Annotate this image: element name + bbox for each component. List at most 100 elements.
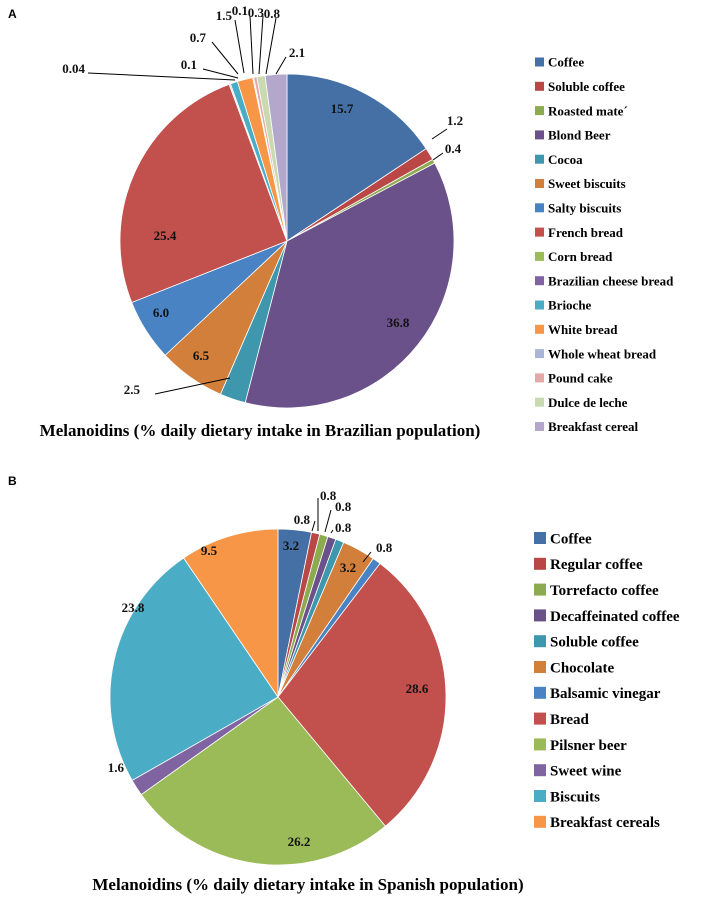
a-legend-label-french-bread: French bread <box>548 225 624 240</box>
panel-label-b: B <box>8 474 17 488</box>
a-legend-label-soluble-coffee: Soluble coffee <box>548 79 625 94</box>
b-slice-pilsner-beer <box>140 696 386 866</box>
chart-a: A 15.71.20.436.82.56.56.025.40.04 0.10.71… <box>8 3 674 440</box>
a-legend-label-white-bread: White bread <box>548 322 618 337</box>
chart-a-title: Melanoidins (% daily dietary intake in B… <box>40 421 481 440</box>
b-legend-swatch-soluble-coffee <box>534 635 546 648</box>
b-legend-swatch-breakfast-cereals <box>534 815 546 828</box>
panel-label-a: A <box>8 7 17 21</box>
a-slice-coffee <box>286 73 427 242</box>
b-data-label-pilsner-beer: 26.2 <box>288 834 311 849</box>
b-legend-label-breakfast-cereals: Breakfast cereals <box>550 815 660 831</box>
b-legend-swatch-torrefacto-coffee <box>534 583 546 596</box>
a-legend-swatch-pound-cake <box>535 373 544 383</box>
a-legend-label-sweet-biscuits: Sweet biscuits <box>548 176 626 191</box>
chart-b-title: Melanoidins (% daily dietary intake in S… <box>92 875 523 894</box>
a-legend-swatch-sweet-biscuits <box>535 179 544 188</box>
a-legend-swatch-dulce-de-leche <box>535 397 544 407</box>
b-legend-swatch-coffee <box>534 532 546 544</box>
a-legend-swatch-breakfast-cereal <box>535 422 544 431</box>
a-data-label-white-bread: 1.5 <box>216 8 233 23</box>
a-legend-label-coffee: Coffee <box>548 55 584 70</box>
b-legend-label-decaffeinated-coffee: Decaffeinated coffee <box>550 609 680 625</box>
b-legend-label-soluble-coffee: Soluble coffee <box>550 635 639 651</box>
a-data-label-cocoa: 2.5 <box>124 382 141 397</box>
a-leader-breakfast-cereal <box>275 56 287 75</box>
chart-a-legend: Coffee Soluble coffee Roasted mate´ Blond B… <box>535 55 674 434</box>
b-data-label-torrefacto-coffee: 0.8 <box>320 488 337 503</box>
b-data-label-coffee: 3.2 <box>283 538 299 553</box>
a-leader-brioche <box>211 41 239 75</box>
b-legend-label-balsamic-vinegar: Balsamic vinegar <box>550 686 661 702</box>
chart-a-leader-lines <box>87 15 448 395</box>
a-slice-breakfast-cereal <box>264 73 288 242</box>
a-data-label-soluble-coffee: 1.2 <box>447 113 463 128</box>
a-data-label-whole-wheat-bread: 0.1 <box>232 3 248 18</box>
a-data-label-dulce-de-leche: 0.8 <box>264 6 281 21</box>
a-legend-label-roasted-mate: Roasted mate´ <box>548 103 628 118</box>
b-legend-swatch-regular-coffee <box>534 557 546 570</box>
b-slice-biscuits <box>109 557 279 781</box>
a-legend-label-blond-beer: Blond Beer <box>548 128 611 143</box>
a-legend-swatch-whole-wheat-bread <box>535 349 544 359</box>
b-legend-swatch-sweet-wine <box>534 764 546 777</box>
a-legend-label-brazilian-cheese-bread: Brazilian cheese bread <box>548 273 674 288</box>
chart-b: B 3.20.80.80.80.83.20.828.626.21.623.89.… <box>8 474 680 894</box>
b-data-label-breakfast-cereals: 9.5 <box>201 543 218 558</box>
b-legend-swatch-balsamic-vinegar <box>534 686 546 699</box>
chart-b-leader-lines <box>311 498 372 563</box>
a-legend-swatch-corn-bread <box>535 251 544 261</box>
chart-b-legend: Coffee Regular coffee Torrefacto coffee Dec… <box>534 531 680 831</box>
a-legend-label-whole-wheat-bread: Whole wheat bread <box>548 346 657 361</box>
a-data-label-french-bread: 25.4 <box>154 228 177 243</box>
b-data-label-sweet-wine: 1.6 <box>108 760 125 775</box>
a-leader-whole-wheat-bread <box>249 15 254 75</box>
a-slice-blond-beer <box>244 162 455 409</box>
a-legend-swatch-white-bread <box>535 324 544 334</box>
b-legend-swatch-chocolate <box>534 661 546 673</box>
b-data-label-regular-coffee: 0.8 <box>294 512 311 527</box>
b-data-label-biscuits: 23.8 <box>122 600 145 615</box>
chart-a-slices <box>119 73 455 409</box>
a-legend-swatch-soluble-coffee <box>535 81 544 91</box>
a-leader-cocoa <box>154 377 231 395</box>
b-legend-swatch-decaffeinated-coffee <box>534 609 546 622</box>
b-slice-bread <box>277 562 447 827</box>
chart-a-data-labels: 15.7 1.2 0.4 36.8 2.5 6.5 6.0 25.4 0.04 0.1 0.7 1.5… <box>62 3 463 397</box>
a-legend-label-brioche: Brioche <box>548 298 592 313</box>
a-legend-label-cocoa: Cocoa <box>548 152 583 167</box>
b-legend-swatch-biscuits <box>534 790 546 802</box>
a-legend-label-breakfast-cereal: Breakfast cereal <box>548 419 639 434</box>
a-leader-white-bread <box>234 19 245 74</box>
a-leader-corn-bread <box>87 72 236 81</box>
b-leader-regular-coffee <box>311 520 316 532</box>
a-legend-swatch-cocoa <box>535 154 544 164</box>
a-legend-swatch-french-bread <box>535 227 544 237</box>
a-data-label-corn-bread: 0.04 <box>62 61 85 76</box>
a-data-label-coffee: 15.7 <box>331 101 354 116</box>
b-legend-swatch-pilsner-beer <box>534 738 546 751</box>
chart-b-slices <box>109 528 447 866</box>
b-leader-decaffeinated-coffee <box>324 509 332 533</box>
a-legend-swatch-roasted-mate <box>535 106 544 116</box>
a-legend-swatch-brazilian-cheese-bread <box>535 276 544 286</box>
a-legend-label-salty-biscuits: Salty biscuits <box>548 200 621 215</box>
a-data-label-brioche: 0.7 <box>190 30 207 45</box>
b-legend-label-sweet-wine: Sweet wine <box>550 764 622 780</box>
b-legend-swatch-bread <box>534 712 546 725</box>
a-data-label-pound-cake: 0.3 <box>248 5 265 20</box>
a-leader-brazilian-cheese-bread <box>202 68 239 79</box>
a-leader-soluble-coffee <box>431 128 448 140</box>
a-data-label-brazilian-cheese-bread: 0.1 <box>181 57 197 72</box>
b-legend-label-torrefacto-coffee: Torrefacto coffee <box>550 583 659 599</box>
a-slice-french-bread <box>119 83 288 303</box>
a-data-label-salty-biscuits: 6.0 <box>153 305 169 320</box>
b-legend-label-biscuits: Biscuits <box>550 789 600 805</box>
b-legend-label-regular-coffee: Regular coffee <box>550 557 643 573</box>
a-leader-pound-cake <box>258 15 264 75</box>
b-leader-soluble-coffee <box>330 529 334 534</box>
a-data-label-blond-beer: 36.8 <box>387 315 410 330</box>
a-legend-swatch-brioche <box>535 300 544 310</box>
b-data-label-chocolate: 3.2 <box>340 560 356 575</box>
